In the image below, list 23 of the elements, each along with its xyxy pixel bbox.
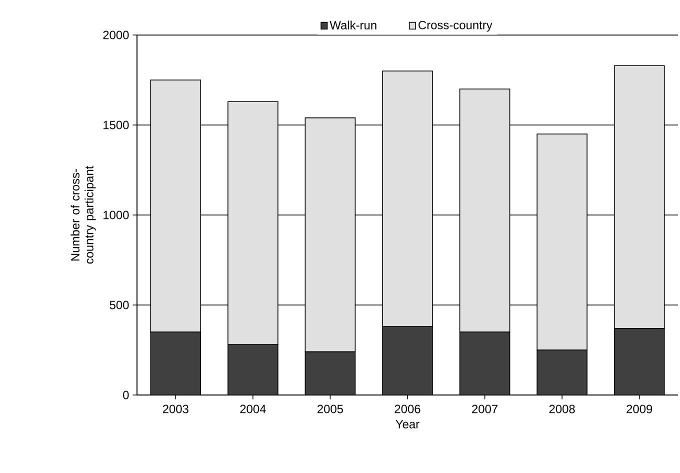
x-tick-label: 2007	[472, 404, 498, 414]
x-tick-label: 2008	[549, 404, 575, 414]
x-tick-label: 2009	[626, 404, 652, 414]
x-tick-label: 2003	[162, 404, 188, 414]
bar	[150, 332, 202, 395]
y-tick-label: 2000	[103, 30, 129, 40]
bar	[382, 326, 433, 395]
x-tick-label: 2004	[240, 404, 266, 414]
legend-label: Walk-run	[330, 20, 376, 30]
y-tick-label: 0	[123, 390, 129, 400]
x-axis-title: Year	[396, 420, 420, 428]
bar	[228, 344, 278, 395]
y-tick-label: 1000	[104, 210, 129, 220]
bar	[459, 332, 510, 395]
y-tick-label: 500	[110, 300, 129, 310]
bar	[304, 351, 356, 395]
bar	[536, 350, 588, 395]
y-axis-title: Number of cross-country participant	[70, 166, 96, 264]
x-tick-label: 2006	[394, 404, 420, 414]
legend-label: Cross-country	[418, 20, 492, 32]
x-tick-label: 2005	[318, 404, 343, 414]
y-tick-label: 1500	[104, 120, 129, 130]
bar	[614, 328, 665, 395]
